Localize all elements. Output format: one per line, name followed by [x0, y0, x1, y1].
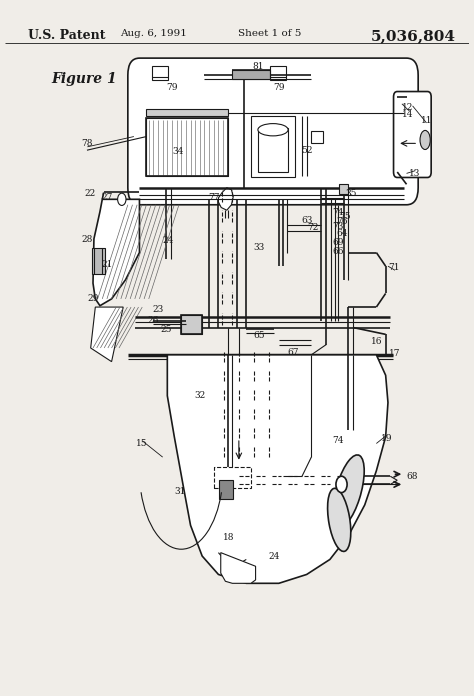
Text: 27: 27 — [101, 193, 113, 203]
Text: 15: 15 — [136, 439, 147, 448]
Text: 24: 24 — [268, 551, 280, 560]
Polygon shape — [219, 188, 233, 210]
Text: Sheet 1 of 5: Sheet 1 of 5 — [238, 29, 301, 38]
FancyBboxPatch shape — [128, 58, 418, 205]
Text: 26: 26 — [148, 316, 159, 325]
Text: 11: 11 — [421, 116, 432, 125]
Bar — [214, 468, 251, 488]
Text: 17: 17 — [389, 349, 401, 358]
Text: 28: 28 — [82, 235, 93, 244]
Polygon shape — [93, 199, 139, 306]
Text: 74: 74 — [333, 208, 344, 216]
Bar — [146, 118, 228, 176]
Text: 73: 73 — [333, 222, 344, 231]
Bar — [146, 118, 228, 176]
Text: 32: 32 — [194, 391, 205, 400]
Text: 5,036,804: 5,036,804 — [370, 29, 456, 43]
Text: 35: 35 — [345, 189, 356, 198]
Text: 18: 18 — [223, 533, 235, 542]
Text: 81: 81 — [252, 62, 264, 71]
Text: 69: 69 — [333, 238, 344, 247]
Text: 79: 79 — [273, 83, 284, 92]
Text: 77: 77 — [208, 193, 219, 203]
Text: 78: 78 — [82, 139, 93, 148]
Ellipse shape — [420, 130, 430, 150]
Text: 23: 23 — [153, 305, 164, 314]
Text: 68: 68 — [407, 472, 419, 481]
Bar — [219, 480, 233, 500]
Bar — [92, 248, 105, 274]
Text: 31: 31 — [174, 487, 186, 496]
Ellipse shape — [258, 124, 288, 136]
Bar — [311, 131, 323, 143]
Text: 14: 14 — [402, 109, 414, 118]
Text: Aug. 6, 1991: Aug. 6, 1991 — [120, 29, 187, 38]
Text: 34: 34 — [173, 147, 184, 156]
Text: 24: 24 — [163, 236, 174, 245]
Text: 76: 76 — [336, 217, 348, 226]
Ellipse shape — [333, 455, 364, 528]
Text: 52: 52 — [301, 145, 312, 155]
Bar — [181, 315, 202, 334]
Text: 21: 21 — [101, 260, 113, 269]
Bar — [270, 66, 286, 80]
Text: 65: 65 — [254, 331, 265, 340]
Text: 25: 25 — [161, 325, 172, 334]
Polygon shape — [221, 553, 255, 583]
Text: 19: 19 — [381, 434, 392, 443]
Text: 71: 71 — [388, 263, 400, 272]
Text: 79: 79 — [166, 83, 178, 92]
Text: 64: 64 — [336, 229, 348, 238]
Text: 72: 72 — [307, 223, 319, 232]
Bar — [251, 116, 295, 177]
Bar — [232, 70, 270, 79]
Text: 13: 13 — [409, 169, 420, 178]
Circle shape — [118, 193, 126, 205]
Text: Figure 1: Figure 1 — [51, 72, 117, 86]
Text: 33: 33 — [254, 242, 265, 251]
Bar — [181, 315, 202, 334]
Text: 22: 22 — [84, 189, 95, 198]
Text: 63: 63 — [301, 216, 312, 225]
Polygon shape — [91, 307, 123, 362]
Ellipse shape — [328, 489, 351, 551]
Text: 16: 16 — [371, 337, 382, 346]
FancyBboxPatch shape — [393, 92, 431, 177]
Polygon shape — [167, 355, 388, 583]
Text: 67: 67 — [287, 347, 299, 356]
Bar — [152, 66, 168, 80]
Text: 75: 75 — [339, 212, 351, 221]
Bar — [146, 109, 228, 116]
Text: U.S. Patent: U.S. Patent — [28, 29, 106, 42]
Text: 12: 12 — [402, 104, 414, 113]
Bar — [339, 184, 348, 194]
Text: 66: 66 — [333, 247, 344, 256]
Text: 29: 29 — [87, 294, 99, 303]
Circle shape — [336, 476, 347, 493]
Bar — [258, 127, 288, 172]
Text: 74: 74 — [333, 436, 344, 445]
